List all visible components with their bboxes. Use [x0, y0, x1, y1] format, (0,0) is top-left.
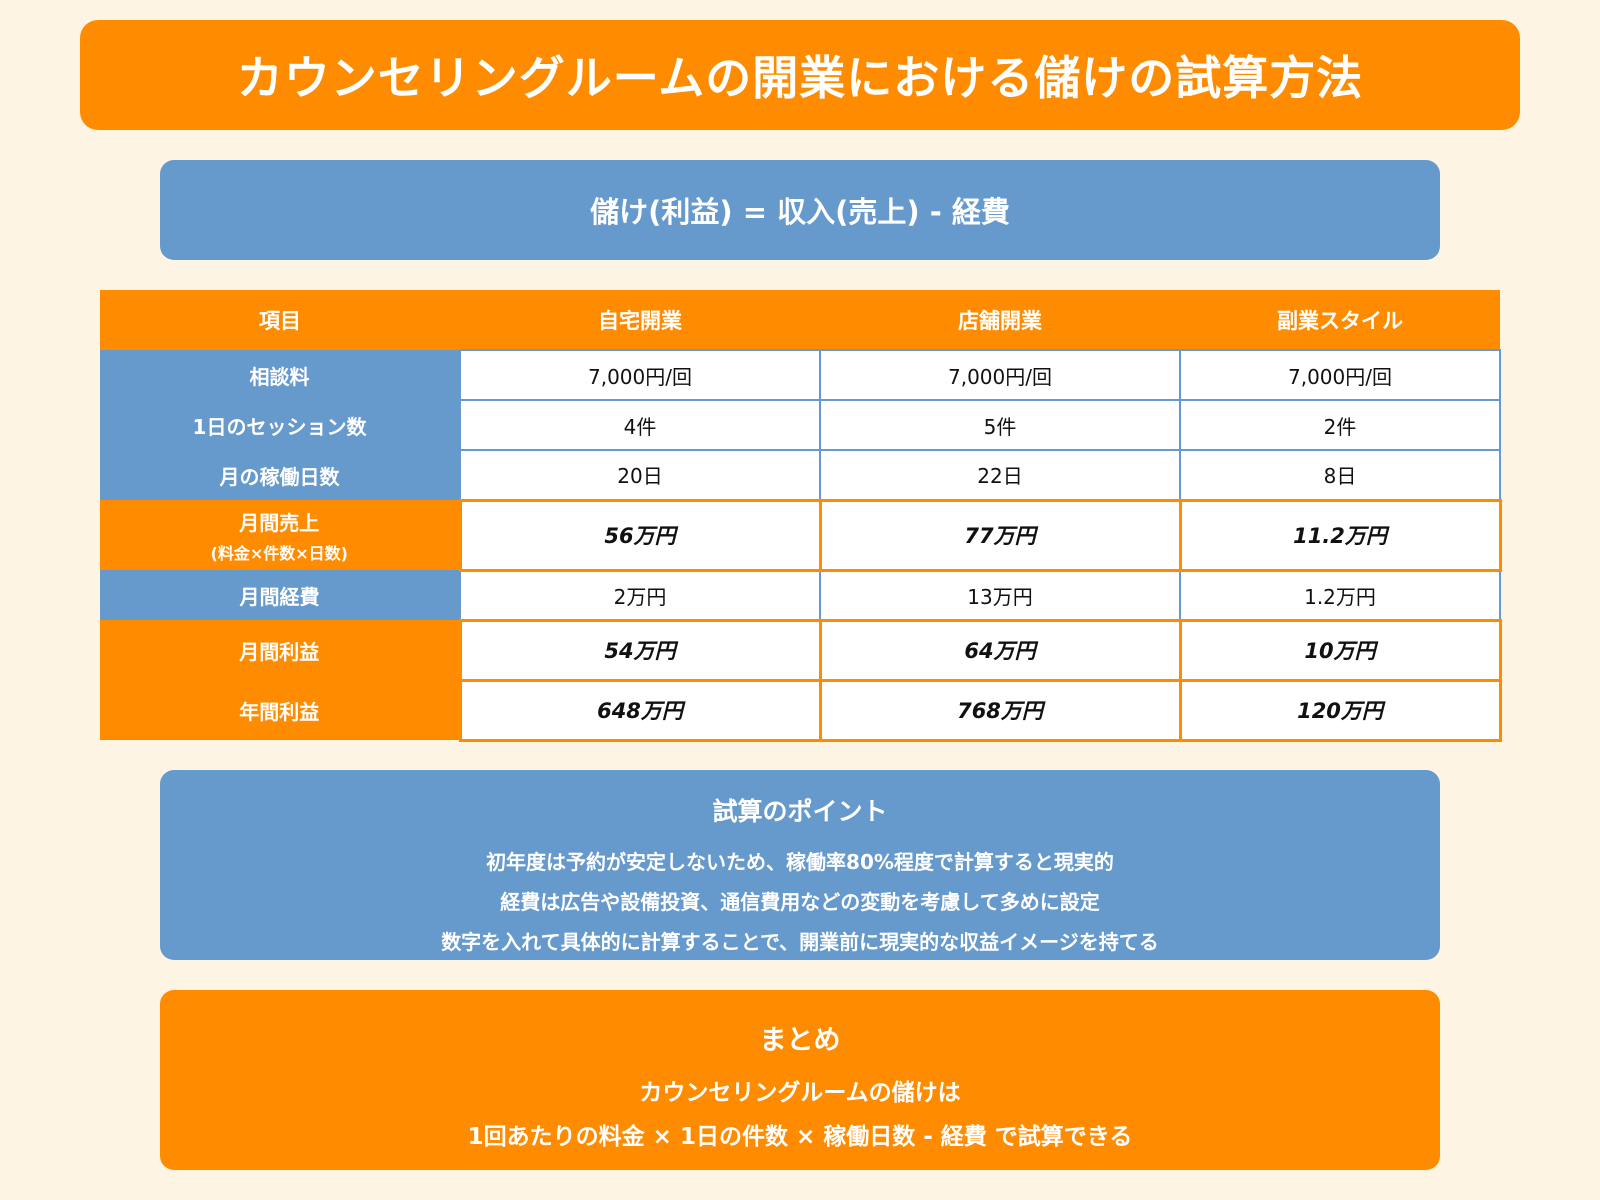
table-row-monthly-expenses: 月間経費 2万円 13万円 1.2万円	[100, 569, 1501, 621]
cell-store: 7,000円/回	[819, 349, 1181, 401]
header-sidejob: 副業スタイル	[1180, 290, 1500, 350]
row-label: 月間利益	[100, 620, 460, 680]
table-row-monthly-profit: 月間利益 54万円 64万円 10万円	[100, 618, 1502, 682]
cell-sidejob: 11.2万円	[1178, 498, 1502, 572]
table-row-annual-profit: 年間利益 648万円 768万円 120万円	[100, 678, 1502, 742]
cell-home: 56万円	[458, 498, 822, 572]
cell-sidejob: 2件	[1179, 399, 1501, 451]
page-title: カウンセリングルームの開業における儲けの試算方法	[236, 51, 1364, 105]
point-item: 数字を入れて具体的に計算することで、開業前に現実的な収益イメージを持てる	[441, 930, 1159, 954]
summary-line: 1回あたりの料金 × 1日の件数 × 稼働日数 - 経費 で試算できる	[467, 1124, 1133, 1150]
row-label: 月の稼働日数	[100, 450, 460, 500]
cell-store: 77万円	[818, 498, 1182, 572]
cell-sidejob: 120万円	[1178, 678, 1502, 742]
cell-store: 5件	[819, 399, 1181, 451]
profit-formula: 儲け(利益) = 収入(売上) - 経費	[590, 195, 1010, 229]
row-label: 月間売上 (料金×件数×日数)	[100, 500, 460, 570]
comparison-table: 項目 自宅開業 店舗開業 副業スタイル 相談料 7,000円/回 7,000円/…	[100, 290, 1502, 742]
header-home: 自宅開業	[460, 290, 820, 350]
row-label-main: 月間売上	[239, 510, 320, 535]
summary-box: まとめ カウンセリングルームの儲けは 1回あたりの料金 × 1日の件数 × 稼働…	[160, 990, 1440, 1170]
row-label: 1日のセッション数	[100, 400, 460, 450]
cell-store: 64万円	[818, 618, 1182, 682]
header-store: 店舗開業	[820, 290, 1180, 350]
cell-sidejob: 8日	[1179, 449, 1501, 501]
point-item: 初年度は予約が安定しないため、稼働率80%程度で計算すると現実的	[486, 850, 1114, 874]
points-heading: 試算のポイント	[712, 797, 888, 826]
cell-home: 648万円	[458, 678, 822, 742]
table-header-row: 項目 自宅開業 店舗開業 副業スタイル	[100, 290, 1500, 350]
cell-home: 4件	[459, 399, 821, 451]
cell-home: 54万円	[458, 618, 822, 682]
table-row-monthly-sales: 月間売上 (料金×件数×日数) 56万円 77万円 11.2万円	[100, 498, 1502, 572]
row-label: 相談料	[100, 350, 460, 400]
cell-store: 768万円	[818, 678, 1182, 742]
cell-store: 22日	[819, 449, 1181, 501]
table-row-workdays: 月の稼働日数 20日 22日 8日	[100, 449, 1501, 501]
cell-sidejob: 7,000円/回	[1179, 349, 1501, 401]
point-item: 経費は広告や設備投資、通信費用などの変動を考慮して多めに設定	[500, 890, 1100, 914]
table-row-fee: 相談料 7,000円/回 7,000円/回 7,000円/回	[100, 349, 1501, 401]
cell-store: 13万円	[819, 569, 1181, 621]
row-label: 年間利益	[100, 680, 460, 740]
row-label-sub: (料金×件数×日数)	[210, 543, 348, 563]
table-row-sessions: 1日のセッション数 4件 5件 2件	[100, 399, 1501, 451]
calculation-points-box: 試算のポイント 初年度は予約が安定しないため、稼働率80%程度で計算すると現実的…	[160, 770, 1440, 960]
cell-home: 20日	[459, 449, 821, 501]
formula-banner: 儲け(利益) = 収入(売上) - 経費	[160, 160, 1440, 260]
cell-sidejob: 1.2万円	[1179, 569, 1501, 621]
title-banner: カウンセリングルームの開業における儲けの試算方法	[80, 20, 1520, 130]
summary-line: カウンセリングルームの儲けは	[639, 1080, 961, 1106]
cell-home: 2万円	[459, 569, 821, 621]
cell-sidejob: 10万円	[1178, 618, 1502, 682]
header-item: 項目	[100, 290, 460, 350]
summary-heading: まとめ	[759, 1025, 841, 1056]
cell-home: 7,000円/回	[459, 349, 821, 401]
row-label: 月間経費	[100, 570, 460, 620]
